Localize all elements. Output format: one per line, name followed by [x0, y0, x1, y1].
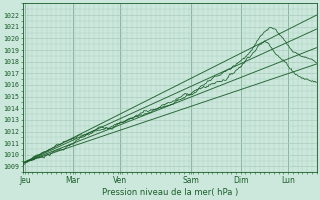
- X-axis label: Pression niveau de la mer( hPa ): Pression niveau de la mer( hPa ): [102, 188, 238, 197]
